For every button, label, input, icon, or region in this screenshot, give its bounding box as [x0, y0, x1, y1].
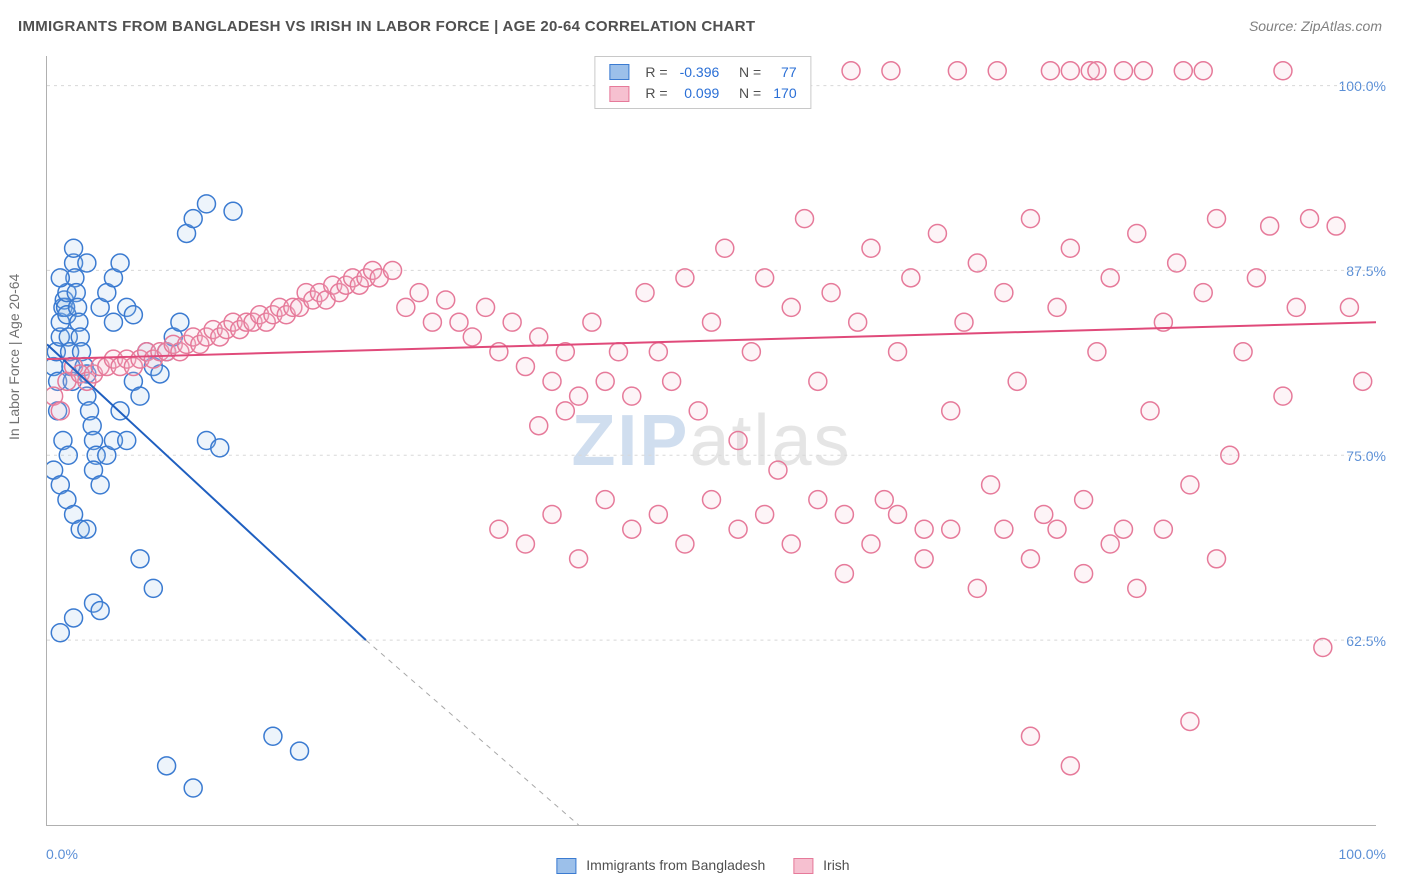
r-label: R = [639, 82, 673, 103]
legend-item-series1: Immigrants from Bangladesh [556, 857, 765, 874]
r-label: R = [639, 61, 673, 82]
swatch-series1 [609, 64, 629, 80]
n-value-series2: 170 [767, 82, 802, 103]
n-label: N = [725, 61, 767, 82]
legend-item-series2: Irish [793, 857, 849, 874]
legend-label-series1: Immigrants from Bangladesh [586, 857, 765, 873]
correlation-legend: R = -0.396 N = 77 R = 0.099 N = 170 [594, 56, 811, 109]
swatch-series1-bottom [556, 858, 576, 874]
chart-svg [47, 56, 1376, 825]
y-axis-label: In Labor Force | Age 20-64 [6, 274, 22, 440]
n-label: N = [725, 82, 767, 103]
n-value-series1: 77 [767, 61, 802, 82]
legend-row-series2: R = 0.099 N = 170 [603, 82, 802, 103]
series-legend: Immigrants from Bangladesh Irish [556, 857, 849, 874]
r-value-series2: 0.099 [674, 82, 726, 103]
legend-row-series1: R = -0.396 N = 77 [603, 61, 802, 82]
swatch-series2-bottom [793, 858, 813, 874]
x-min-label: 0.0% [46, 846, 78, 862]
source-attribution: Source: ZipAtlas.com [1249, 18, 1382, 34]
r-value-series1: -0.396 [674, 61, 726, 82]
plot-area: ZIPatlas [46, 56, 1376, 826]
swatch-series2 [609, 86, 629, 102]
x-max-label: 100.0% [1339, 846, 1386, 862]
chart-title: IMMIGRANTS FROM BANGLADESH VS IRISH IN L… [18, 18, 755, 35]
legend-label-series2: Irish [823, 857, 849, 873]
